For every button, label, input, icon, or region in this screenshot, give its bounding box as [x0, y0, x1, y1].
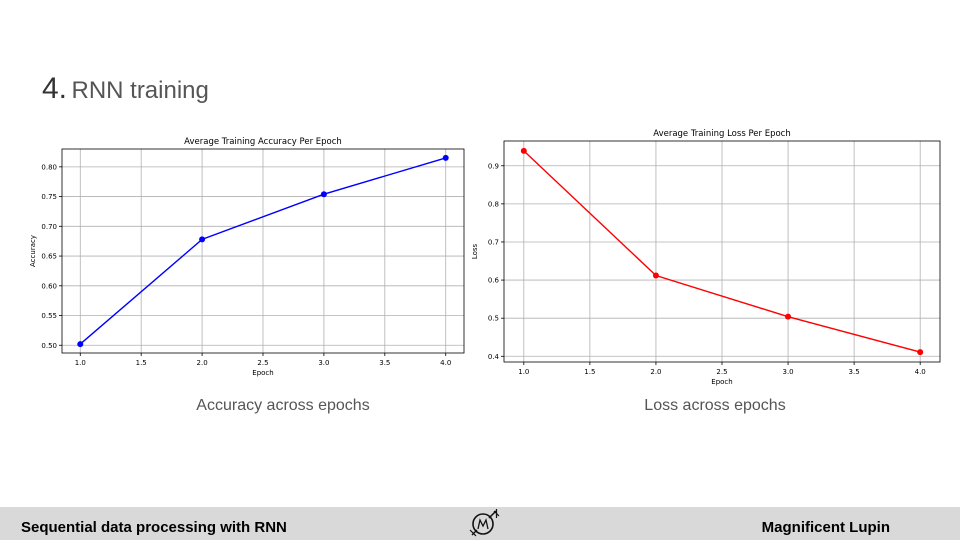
loss-xtick-label: 2.0	[650, 368, 661, 376]
loss-data-point	[917, 349, 924, 356]
accuracy-ytick-label: 0.65	[41, 253, 57, 261]
slide-title-text: RNN training	[71, 77, 209, 104]
accuracy-yaxis-label: Accuracy	[29, 235, 37, 267]
accuracy-data-point	[77, 341, 84, 348]
accuracy-chart-svg: 1.0 1.5 2.0 2.5 3.0 3.5 4.0 0.50 0.55 0.60 0.65 0.7…	[29, 137, 465, 377]
footer-bar: Sequential data processing with RNN Magn…	[0, 507, 960, 540]
slide-title: 4. RNN training	[42, 72, 209, 106]
accuracy-chart: 1.0 1.5 2.0 2.5 3.0 3.5 4.0 0.50 0.55 0.60 0.65 0.7…	[20, 132, 470, 382]
loss-yaxis-label: Loss	[471, 243, 479, 259]
loss-plot-frame	[503, 140, 941, 363]
accuracy-data-point	[442, 154, 449, 161]
loss-xaxis-label: Epoch	[711, 378, 732, 386]
loss-ytick-label: 0.4	[488, 353, 500, 361]
loss-ytick-label: 0.6	[488, 277, 500, 285]
loss-ytick-label: 0.5	[488, 315, 499, 323]
loss-xtick-label: 1.0	[518, 368, 529, 376]
accuracy-xtick-label: 1.5	[136, 359, 147, 367]
footer-team-name: Magnificent Lupin	[761, 519, 890, 536]
accuracy-chart-title: Average Training Accuracy Per Epoch	[184, 137, 342, 147]
loss-series-line	[523, 150, 921, 353]
accuracy-ytick-label: 0.55	[41, 312, 57, 320]
loss-chart: 1.0 1.5 2.0 2.5 3.0 3.5 4.0 0.4 0.5 0.6 0.7 0.8 0.9 A…	[470, 124, 950, 390]
accuracy-ytick-label: 0.70	[41, 223, 57, 231]
accuracy-data-point	[320, 191, 327, 198]
slide-title-number: 4.	[42, 72, 68, 105]
accuracy-xtick-label: 3.5	[379, 359, 390, 367]
loss-chart-svg: 1.0 1.5 2.0 2.5 3.0 3.5 4.0 0.4 0.5 0.6 0.7 0.8 0.9 A…	[471, 129, 941, 386]
accuracy-caption: Accuracy across epochs	[196, 397, 370, 414]
loss-xtick-label: 3.0	[782, 368, 793, 376]
loss-data-point	[785, 313, 792, 320]
accuracy-xtick-label: 3.0	[318, 359, 329, 367]
loss-xtick-label: 2.5	[716, 368, 727, 376]
loss-data-point	[652, 272, 659, 279]
loss-xtick-label: 4.0	[915, 368, 926, 376]
accuracy-ytick-label: 0.75	[41, 193, 57, 201]
loss-ytick-label: 0.7	[488, 238, 499, 246]
accuracy-xtick-label: 2.0	[197, 359, 208, 367]
loss-chart-title: Average Training Loss Per Epoch	[653, 129, 790, 139]
accuracy-ytick-label: 0.80	[41, 163, 57, 171]
compass-logo-icon	[468, 508, 502, 540]
loss-ytick-label: 0.8	[488, 200, 499, 208]
accuracy-ytick-label: 0.60	[41, 282, 57, 290]
accuracy-xtick-label: 1.0	[75, 359, 86, 367]
loss-caption: Loss across epochs	[644, 397, 786, 414]
loss-xtick-label: 1.5	[584, 368, 595, 376]
accuracy-xtick-label: 2.5	[257, 359, 268, 367]
accuracy-ytick-label: 0.50	[41, 342, 57, 350]
loss-xtick-label: 3.5	[849, 368, 860, 376]
footer-course-title: Sequential data processing with RNN	[21, 519, 287, 536]
accuracy-xaxis-label: Epoch	[252, 369, 273, 377]
accuracy-data-point	[199, 236, 206, 243]
accuracy-plot-frame	[61, 148, 465, 354]
accuracy-series-line	[79, 157, 446, 345]
loss-ytick-label: 0.9	[488, 162, 499, 170]
loss-data-point	[520, 147, 527, 154]
accuracy-xtick-label: 4.0	[440, 359, 451, 367]
